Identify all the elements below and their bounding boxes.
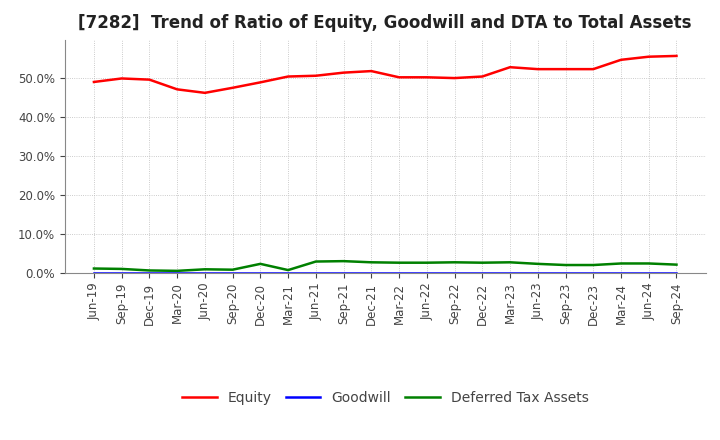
Equity <box>561 66 570 72</box>
Goodwill <box>505 270 514 275</box>
Deferred Tax Assets <box>616 261 625 266</box>
Deferred Tax Assets <box>589 262 598 268</box>
Goodwill <box>89 270 98 275</box>
Deferred Tax Assets <box>284 268 292 273</box>
Equity <box>367 69 376 74</box>
Deferred Tax Assets <box>173 268 181 274</box>
Equity <box>89 79 98 84</box>
Equity <box>395 75 403 80</box>
Equity <box>228 85 237 91</box>
Goodwill <box>672 270 681 275</box>
Goodwill <box>228 270 237 275</box>
Goodwill <box>644 270 653 275</box>
Title: [7282]  Trend of Ratio of Equity, Goodwill and DTA to Total Assets: [7282] Trend of Ratio of Equity, Goodwil… <box>78 15 692 33</box>
Goodwill <box>450 270 459 275</box>
Goodwill <box>367 270 376 275</box>
Goodwill <box>534 270 542 275</box>
Deferred Tax Assets <box>644 261 653 266</box>
Equity <box>145 77 154 82</box>
Goodwill <box>284 270 292 275</box>
Equity <box>450 75 459 81</box>
Deferred Tax Assets <box>117 266 126 271</box>
Goodwill <box>395 270 403 275</box>
Goodwill <box>145 270 154 275</box>
Goodwill <box>589 270 598 275</box>
Goodwill <box>173 270 181 275</box>
Equity <box>672 53 681 59</box>
Equity <box>201 90 210 95</box>
Deferred Tax Assets <box>534 261 542 267</box>
Deferred Tax Assets <box>228 267 237 272</box>
Equity <box>534 66 542 72</box>
Equity <box>589 66 598 72</box>
Equity <box>478 74 487 79</box>
Equity <box>117 76 126 81</box>
Deferred Tax Assets <box>505 260 514 265</box>
Deferred Tax Assets <box>561 262 570 268</box>
Deferred Tax Assets <box>145 268 154 273</box>
Deferred Tax Assets <box>395 260 403 265</box>
Equity <box>505 65 514 70</box>
Deferred Tax Assets <box>478 260 487 265</box>
Deferred Tax Assets <box>339 258 348 264</box>
Deferred Tax Assets <box>367 260 376 265</box>
Equity <box>644 54 653 59</box>
Goodwill <box>117 270 126 275</box>
Equity <box>312 73 320 78</box>
Deferred Tax Assets <box>201 267 210 272</box>
Line: Equity: Equity <box>94 56 677 93</box>
Goodwill <box>616 270 625 275</box>
Goodwill <box>339 270 348 275</box>
Equity <box>423 75 431 80</box>
Goodwill <box>561 270 570 275</box>
Goodwill <box>201 270 210 275</box>
Deferred Tax Assets <box>423 260 431 265</box>
Goodwill <box>256 270 265 275</box>
Deferred Tax Assets <box>672 262 681 267</box>
Goodwill <box>423 270 431 275</box>
Equity <box>256 80 265 85</box>
Equity <box>284 74 292 79</box>
Goodwill <box>478 270 487 275</box>
Deferred Tax Assets <box>450 260 459 265</box>
Legend: Equity, Goodwill, Deferred Tax Assets: Equity, Goodwill, Deferred Tax Assets <box>176 385 594 411</box>
Line: Deferred Tax Assets: Deferred Tax Assets <box>94 261 677 271</box>
Deferred Tax Assets <box>256 261 265 267</box>
Deferred Tax Assets <box>89 266 98 271</box>
Deferred Tax Assets <box>312 259 320 264</box>
Equity <box>339 70 348 75</box>
Equity <box>616 57 625 62</box>
Equity <box>173 87 181 92</box>
Goodwill <box>312 270 320 275</box>
